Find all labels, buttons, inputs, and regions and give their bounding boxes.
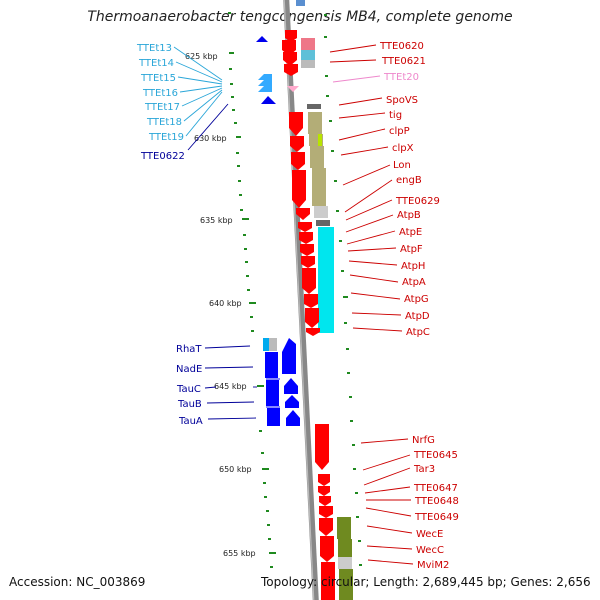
left-labels-reverse: TTE0622 RhaT NadE TauC TauB TauA — [140, 151, 203, 427]
gene-label-tte-t20: TTEt20 — [383, 72, 419, 83]
left-connectors-reverse — [204, 345, 257, 420]
gene-label-tte-t14: TTEt14 — [138, 58, 174, 69]
gene-label-tauc: TauC — [176, 384, 201, 395]
gene-label-clpx: clpX — [392, 143, 414, 154]
gene-label-spovs: SpoVS — [386, 95, 418, 106]
accession-text: Accession: NC_003869 — [9, 575, 146, 589]
gene-label-tte0629: TTE0629 — [395, 196, 440, 207]
gene-label-atpe: AtpE — [399, 227, 422, 238]
gene-label-tte-t13: TTEt13 — [136, 43, 172, 54]
gene-label-lon: Lon — [393, 160, 411, 171]
gene-label-tte-t18: TTEt18 — [146, 117, 182, 128]
gene-label-wece: WecE — [416, 529, 443, 540]
gene-label-tte-t17: TTEt17 — [144, 102, 180, 113]
gene-label-raht: RhaT — [176, 344, 202, 355]
kbp-label-625: 625 kbp — [185, 52, 218, 61]
gene-label-engb: engB — [396, 175, 422, 186]
kbp-label-640: 640 kbp — [209, 299, 242, 308]
kbp-label-645: 645 kbp — [214, 382, 247, 391]
topology-text: Topology: circular; Length: 2,689,445 bp… — [261, 575, 591, 589]
kbp-label-635: 635 kbp — [200, 216, 233, 225]
right-connectors — [329, 44, 414, 565]
gene-label-atph: AtpH — [401, 261, 425, 272]
gene-label-taua: TauA — [178, 416, 203, 427]
trna-gene-tte-t20 — [287, 86, 299, 92]
gene-label-tte-t19: TTEt19 — [148, 132, 184, 143]
gene-label-atpc: AtpC — [406, 327, 430, 338]
partial-gene-top — [296, 0, 305, 6]
gene-label-tte0647: TTE0647 — [413, 483, 458, 494]
kbp-label-630: 630 kbp — [194, 134, 227, 143]
gene-label-tte0622: TTE0622 — [140, 151, 185, 162]
kbp-dots-left — [228, 12, 276, 568]
gene-label-atpf: AtpF — [400, 244, 423, 255]
gene-label-tte-t16: TTEt16 — [142, 88, 178, 99]
left-labels-trna: TTEt13 TTEt14 TTEt15 TTEt16 TTEt17 TTEt1… — [136, 43, 184, 143]
gene-label-tte0649: TTE0649 — [414, 512, 459, 523]
genome-backbone-highlight — [283, 0, 315, 600]
reverse-genes — [256, 36, 300, 426]
gene-label-tar3: Tar3 — [413, 464, 435, 475]
cog-bars — [301, 38, 353, 600]
gene-label-atpg: AtpG — [404, 294, 429, 305]
connector-tte-t20 — [332, 75, 381, 83]
gene-label-wecc: WecC — [416, 545, 444, 556]
gene-label-tte0645: TTE0645 — [413, 450, 458, 461]
map-title: Thermoanaerobacter tengcongensis MB4, co… — [87, 9, 513, 25]
gene-label-mvim2: MviM2 — [417, 560, 449, 571]
gene-label-tte0621: TTE0621 — [381, 56, 426, 67]
gene-label-tte-t15: TTEt15 — [140, 73, 176, 84]
gene-label-taub: TauB — [177, 399, 202, 410]
gene-label-nrfg: NrfG — [412, 435, 435, 446]
gene-label-atpa: AtpA — [402, 277, 426, 288]
gene-label-atpb: AtpB — [397, 210, 421, 221]
connector-tte0622 — [187, 103, 229, 151]
left-connectors-trna — [173, 46, 223, 137]
gene-label-tte0648: TTE0648 — [414, 496, 459, 507]
gene-label-tig: tig — [389, 110, 402, 121]
right-labels: TTE0620 TTE0621 TTEt20 SpoVS tig clpP cl… — [379, 41, 459, 571]
gene-label-tte0620: TTE0620 — [379, 41, 424, 52]
kbp-label-650: 650 kbp — [219, 465, 252, 474]
gene-label-clpp: clpP — [389, 126, 410, 137]
genome-backbone — [283, 0, 319, 600]
gene-label-nade: NadE — [176, 364, 202, 375]
kbp-label-655: 655 kbp — [223, 549, 256, 558]
forward-genes — [282, 30, 335, 600]
kbp-dots-right — [324, 14, 362, 566]
gene-label-atpd: AtpD — [405, 311, 430, 322]
